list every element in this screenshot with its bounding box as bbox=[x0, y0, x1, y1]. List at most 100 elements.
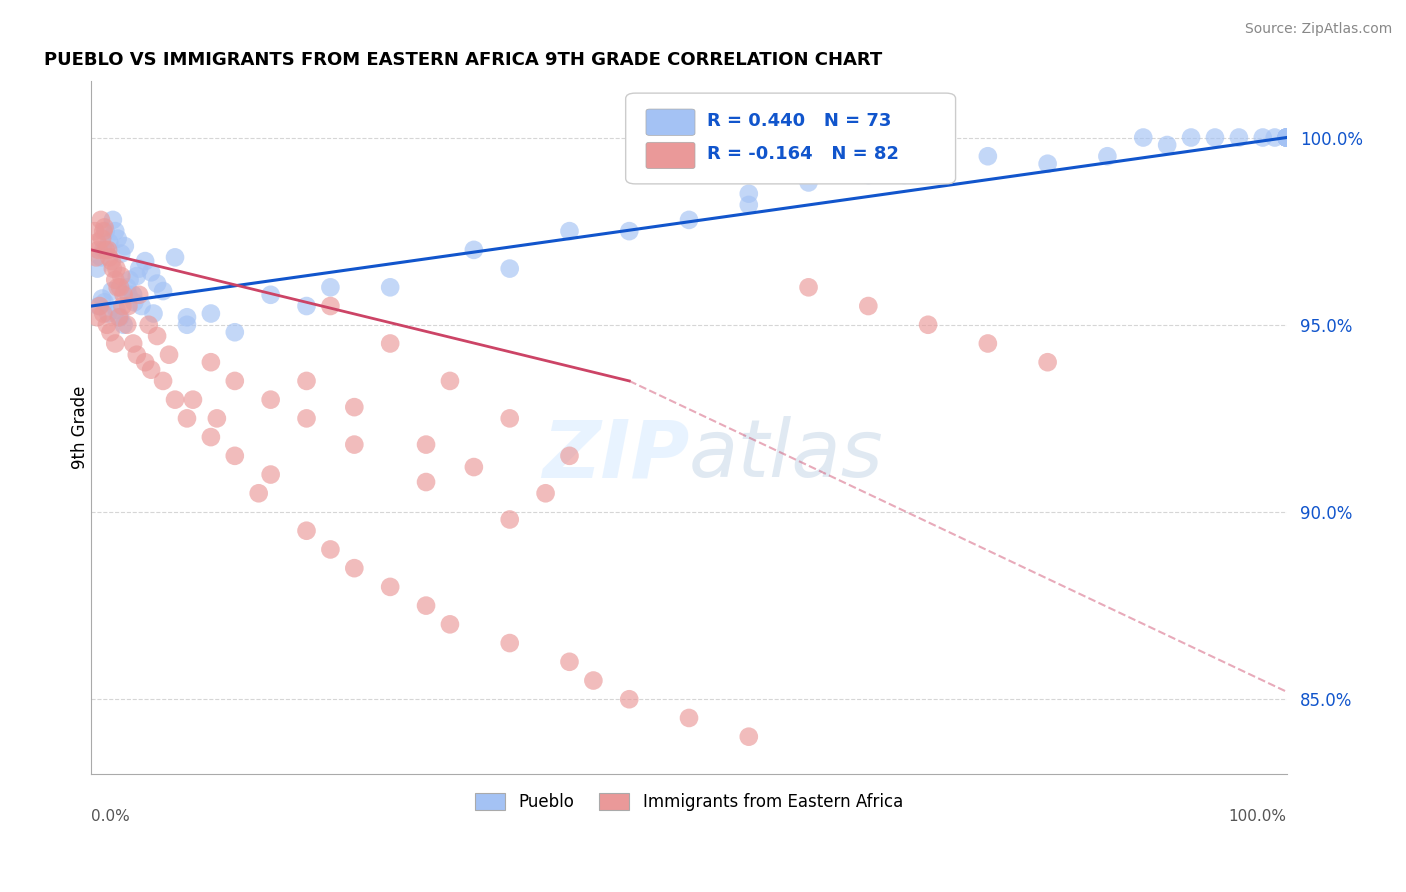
Text: 100.0%: 100.0% bbox=[1229, 809, 1286, 824]
FancyBboxPatch shape bbox=[645, 143, 695, 169]
Point bbox=[100, 284, 122, 298]
Point bbox=[115, 280, 138, 294]
Y-axis label: 9th Grade: 9th Grade bbox=[72, 386, 89, 469]
Point bbox=[499, 261, 522, 276]
Point bbox=[125, 348, 148, 362]
Point bbox=[797, 176, 820, 190]
Point bbox=[90, 251, 112, 265]
Point bbox=[1227, 130, 1250, 145]
Point bbox=[319, 299, 342, 313]
Point bbox=[1275, 130, 1298, 145]
Point bbox=[86, 235, 108, 250]
Point bbox=[893, 168, 915, 182]
Point bbox=[259, 287, 281, 301]
Point bbox=[380, 580, 402, 594]
Point bbox=[439, 374, 461, 388]
Point bbox=[319, 280, 342, 294]
Point bbox=[100, 325, 122, 339]
Point bbox=[295, 299, 318, 313]
Point bbox=[152, 374, 174, 388]
Point bbox=[499, 636, 522, 650]
Point bbox=[97, 243, 120, 257]
Point bbox=[558, 224, 581, 238]
Point bbox=[86, 310, 108, 325]
Point bbox=[163, 392, 186, 407]
Point bbox=[415, 599, 437, 613]
Point bbox=[112, 318, 135, 332]
Point bbox=[110, 269, 132, 284]
Point bbox=[108, 280, 131, 294]
Point bbox=[104, 224, 127, 238]
Text: Source: ZipAtlas.com: Source: ZipAtlas.com bbox=[1244, 22, 1392, 37]
Point bbox=[131, 299, 153, 313]
Point bbox=[163, 251, 186, 265]
Point bbox=[125, 269, 148, 284]
Point bbox=[107, 280, 129, 294]
Point bbox=[87, 299, 110, 313]
Point bbox=[98, 251, 121, 265]
Point bbox=[247, 486, 270, 500]
Point bbox=[1275, 130, 1298, 145]
Point bbox=[176, 411, 198, 425]
Point bbox=[678, 711, 700, 725]
Point bbox=[105, 302, 128, 317]
Point bbox=[295, 411, 318, 425]
Point bbox=[1156, 138, 1178, 153]
Point bbox=[259, 392, 281, 407]
Point bbox=[117, 299, 139, 313]
Point bbox=[112, 287, 135, 301]
Point bbox=[463, 460, 485, 475]
Point bbox=[582, 673, 605, 688]
Point bbox=[104, 273, 127, 287]
FancyBboxPatch shape bbox=[626, 93, 956, 184]
Point bbox=[101, 213, 124, 227]
Point bbox=[84, 224, 107, 238]
Point bbox=[463, 243, 485, 257]
Point bbox=[122, 336, 145, 351]
Point bbox=[738, 186, 761, 201]
Point bbox=[1275, 130, 1298, 145]
Point bbox=[114, 239, 136, 253]
Point bbox=[90, 213, 112, 227]
Text: ZIP: ZIP bbox=[541, 417, 689, 494]
Point bbox=[738, 198, 761, 212]
Text: PUEBLO VS IMMIGRANTS FROM EASTERN AFRICA 9TH GRADE CORRELATION CHART: PUEBLO VS IMMIGRANTS FROM EASTERN AFRICA… bbox=[44, 51, 882, 69]
Point bbox=[134, 355, 156, 369]
Point bbox=[104, 336, 127, 351]
Point bbox=[200, 306, 222, 320]
Point bbox=[1275, 130, 1298, 145]
Point bbox=[124, 295, 146, 310]
Point bbox=[224, 374, 246, 388]
Point bbox=[108, 310, 131, 325]
Point bbox=[93, 295, 115, 310]
Point bbox=[295, 524, 318, 538]
Point bbox=[797, 280, 820, 294]
Point bbox=[97, 306, 120, 320]
Point bbox=[139, 362, 162, 376]
Point bbox=[117, 287, 139, 301]
Point bbox=[499, 512, 522, 526]
Point bbox=[1251, 130, 1274, 145]
Point bbox=[977, 336, 1000, 351]
Point bbox=[917, 318, 939, 332]
Point bbox=[1275, 130, 1298, 145]
Point bbox=[181, 392, 204, 407]
Point bbox=[107, 232, 129, 246]
Point bbox=[84, 251, 107, 265]
Point bbox=[176, 318, 198, 332]
Point bbox=[1204, 130, 1226, 145]
Point bbox=[380, 280, 402, 294]
Point bbox=[118, 273, 141, 287]
Legend: Pueblo, Immigrants from Eastern Africa: Pueblo, Immigrants from Eastern Africa bbox=[468, 786, 910, 818]
Point bbox=[558, 655, 581, 669]
Point bbox=[858, 168, 880, 182]
Point bbox=[224, 449, 246, 463]
Point bbox=[1036, 355, 1059, 369]
Point bbox=[94, 224, 117, 238]
Text: R = -0.164   N = 82: R = -0.164 N = 82 bbox=[707, 145, 898, 163]
Point bbox=[977, 149, 1000, 163]
Point bbox=[142, 306, 165, 320]
Point bbox=[91, 292, 114, 306]
Point bbox=[105, 261, 128, 276]
Point bbox=[439, 617, 461, 632]
